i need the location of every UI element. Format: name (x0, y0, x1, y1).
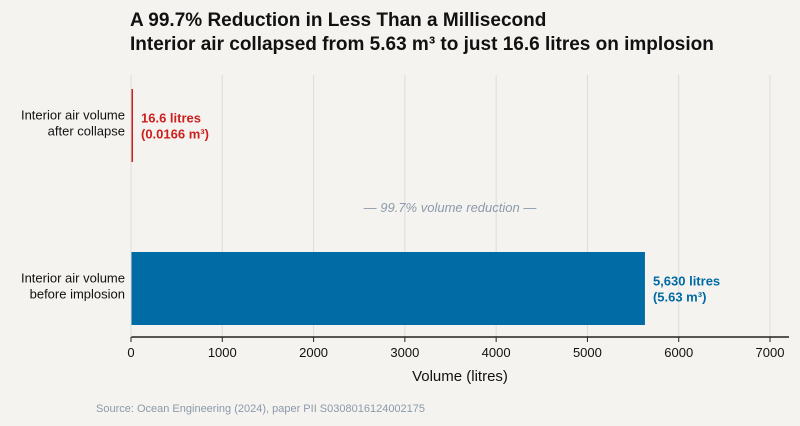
chart-title: A 99.7% Reduction in Less Than a Millise… (130, 10, 547, 31)
reduction-annotation: — 99.7% volume reduction — (363, 200, 538, 215)
x-tick-label: 0 (127, 345, 134, 360)
x-tick-label: 1000 (208, 345, 237, 360)
x-tick-label: 4000 (482, 345, 511, 360)
data-label: 5,630 litres (5.63 m³) (653, 274, 720, 305)
x-tick-label: 2000 (299, 345, 328, 360)
bar (131, 252, 645, 325)
x-tick-label: 7000 (756, 345, 785, 360)
chart-title-block: A 99.7% Reduction in Less Than a Millise… (130, 9, 714, 57)
x-tick-label: 6000 (664, 345, 693, 360)
x-axis-label: Volume (litres) (412, 368, 508, 385)
category-label: Interior air volume before implosion (21, 271, 125, 302)
bar (131, 89, 133, 162)
data-label: 16.6 litres (0.0166 m³) (141, 111, 209, 142)
source-note: Source: Ocean Engineering (2024), paper … (96, 403, 426, 415)
x-tick-label: 5000 (573, 345, 602, 360)
category-label: Interior air volume after collapse (21, 108, 125, 139)
x-tick-label: 3000 (390, 345, 419, 360)
chart-subtitle: Interior air collapsed from 5.63 m³ to j… (130, 34, 714, 55)
